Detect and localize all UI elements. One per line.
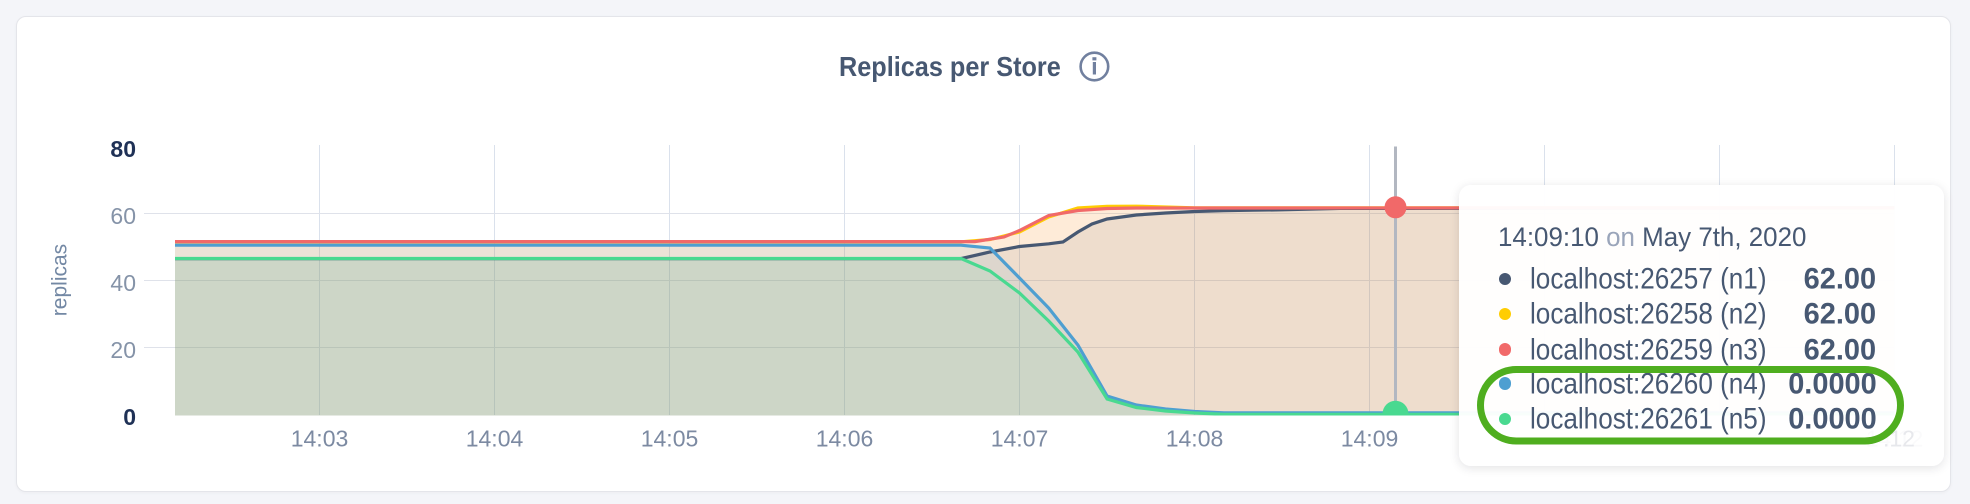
svg-text:14:07: 14:07 (991, 426, 1049, 452)
svg-text:14:05: 14:05 (641, 426, 699, 452)
svg-text:40: 40 (110, 270, 136, 296)
svg-text:replicas: replicas (49, 244, 72, 316)
svg-text:60: 60 (110, 203, 136, 229)
svg-text:14:04: 14:04 (466, 426, 524, 452)
svg-text:14:09: 14:09 (1341, 426, 1399, 452)
svg-text:14:06: 14:06 (816, 426, 874, 452)
svg-text:0: 0 (123, 404, 136, 430)
svg-text:20: 20 (110, 337, 136, 363)
svg-text:14:08: 14:08 (1166, 426, 1224, 452)
svg-text:80: 80 (110, 136, 136, 162)
svg-text:14:03: 14:03 (291, 426, 349, 452)
